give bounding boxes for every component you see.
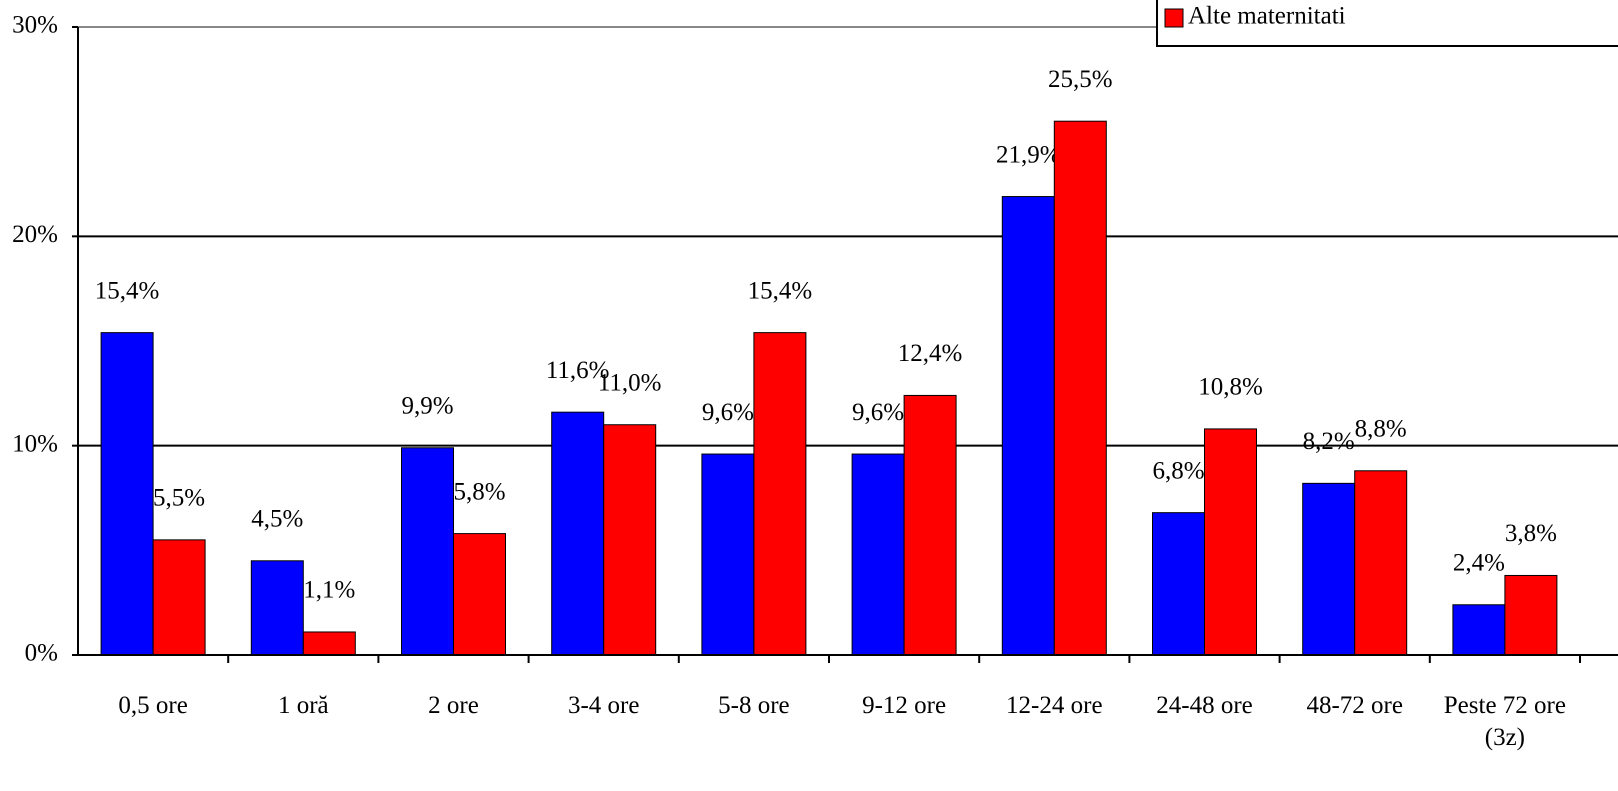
x-tick-label: 5-8 ore [718, 692, 790, 719]
value-label: 8,8% [1355, 416, 1407, 443]
value-label: 10,8% [1198, 374, 1263, 401]
value-label: 8,2% [1303, 428, 1355, 455]
bar [903, 394, 957, 656]
value-label: 25,5% [1048, 66, 1113, 93]
bar [1504, 574, 1558, 656]
value-label: 21,9% [996, 141, 1061, 168]
value-label: 2,4% [1453, 549, 1505, 576]
value-label: 11,6% [546, 357, 610, 384]
value-label: 9,6% [852, 399, 904, 426]
legend-swatch [1164, 8, 1184, 28]
value-label: 3,8% [1505, 520, 1557, 547]
bar [100, 332, 154, 656]
bar [1053, 120, 1107, 656]
x-tick-label: 2 ore [428, 692, 479, 719]
x-tick-label: 24-48 ore [1156, 692, 1253, 719]
x-tick-label: Peste 72 ore (3z) [1443, 692, 1566, 751]
legend-label: Alte maternitati [1188, 3, 1346, 30]
x-tick-label: 3-4 ore [567, 692, 640, 719]
value-label: 15,4% [95, 277, 160, 304]
y-tick-label: 30% [12, 12, 58, 39]
bar [302, 631, 356, 656]
value-label: 4,5% [251, 506, 303, 533]
bar [551, 411, 605, 656]
bar [1001, 196, 1055, 656]
bar [1302, 482, 1356, 656]
value-label: 5,8% [453, 478, 505, 505]
value-label: 9,9% [401, 392, 453, 419]
bar [753, 332, 807, 656]
bar [851, 453, 905, 656]
y-tick-label: 0% [25, 640, 58, 667]
x-tick-label: 1 oră [277, 692, 329, 719]
bar [1204, 428, 1257, 656]
y-tick-label: 10% [12, 430, 58, 457]
bar [250, 560, 304, 656]
value-label: 1,1% [303, 577, 355, 604]
bar [1354, 470, 1408, 656]
bar [701, 453, 755, 656]
y-tick-label: 20% [12, 221, 58, 248]
bar [152, 539, 206, 656]
value-label: 6,8% [1152, 457, 1204, 484]
value-label: 9,6% [702, 399, 754, 426]
bar [1452, 604, 1506, 656]
x-tick-label: 9-12 ore [862, 692, 947, 719]
bar [1152, 512, 1205, 656]
value-label: 11,0% [598, 369, 662, 396]
value-label: 5,5% [153, 485, 205, 512]
legend-box [1156, 0, 1618, 47]
x-tick-label: 48-72 ore [1306, 692, 1403, 719]
bar [603, 424, 657, 656]
value-label: 12,4% [898, 340, 963, 367]
bar [453, 533, 506, 656]
x-tick-label: 12-24 ore [1006, 692, 1103, 719]
value-label: 15,4% [748, 277, 813, 304]
bar [401, 447, 454, 656]
x-tick-label: 0,5 ore [118, 692, 188, 719]
